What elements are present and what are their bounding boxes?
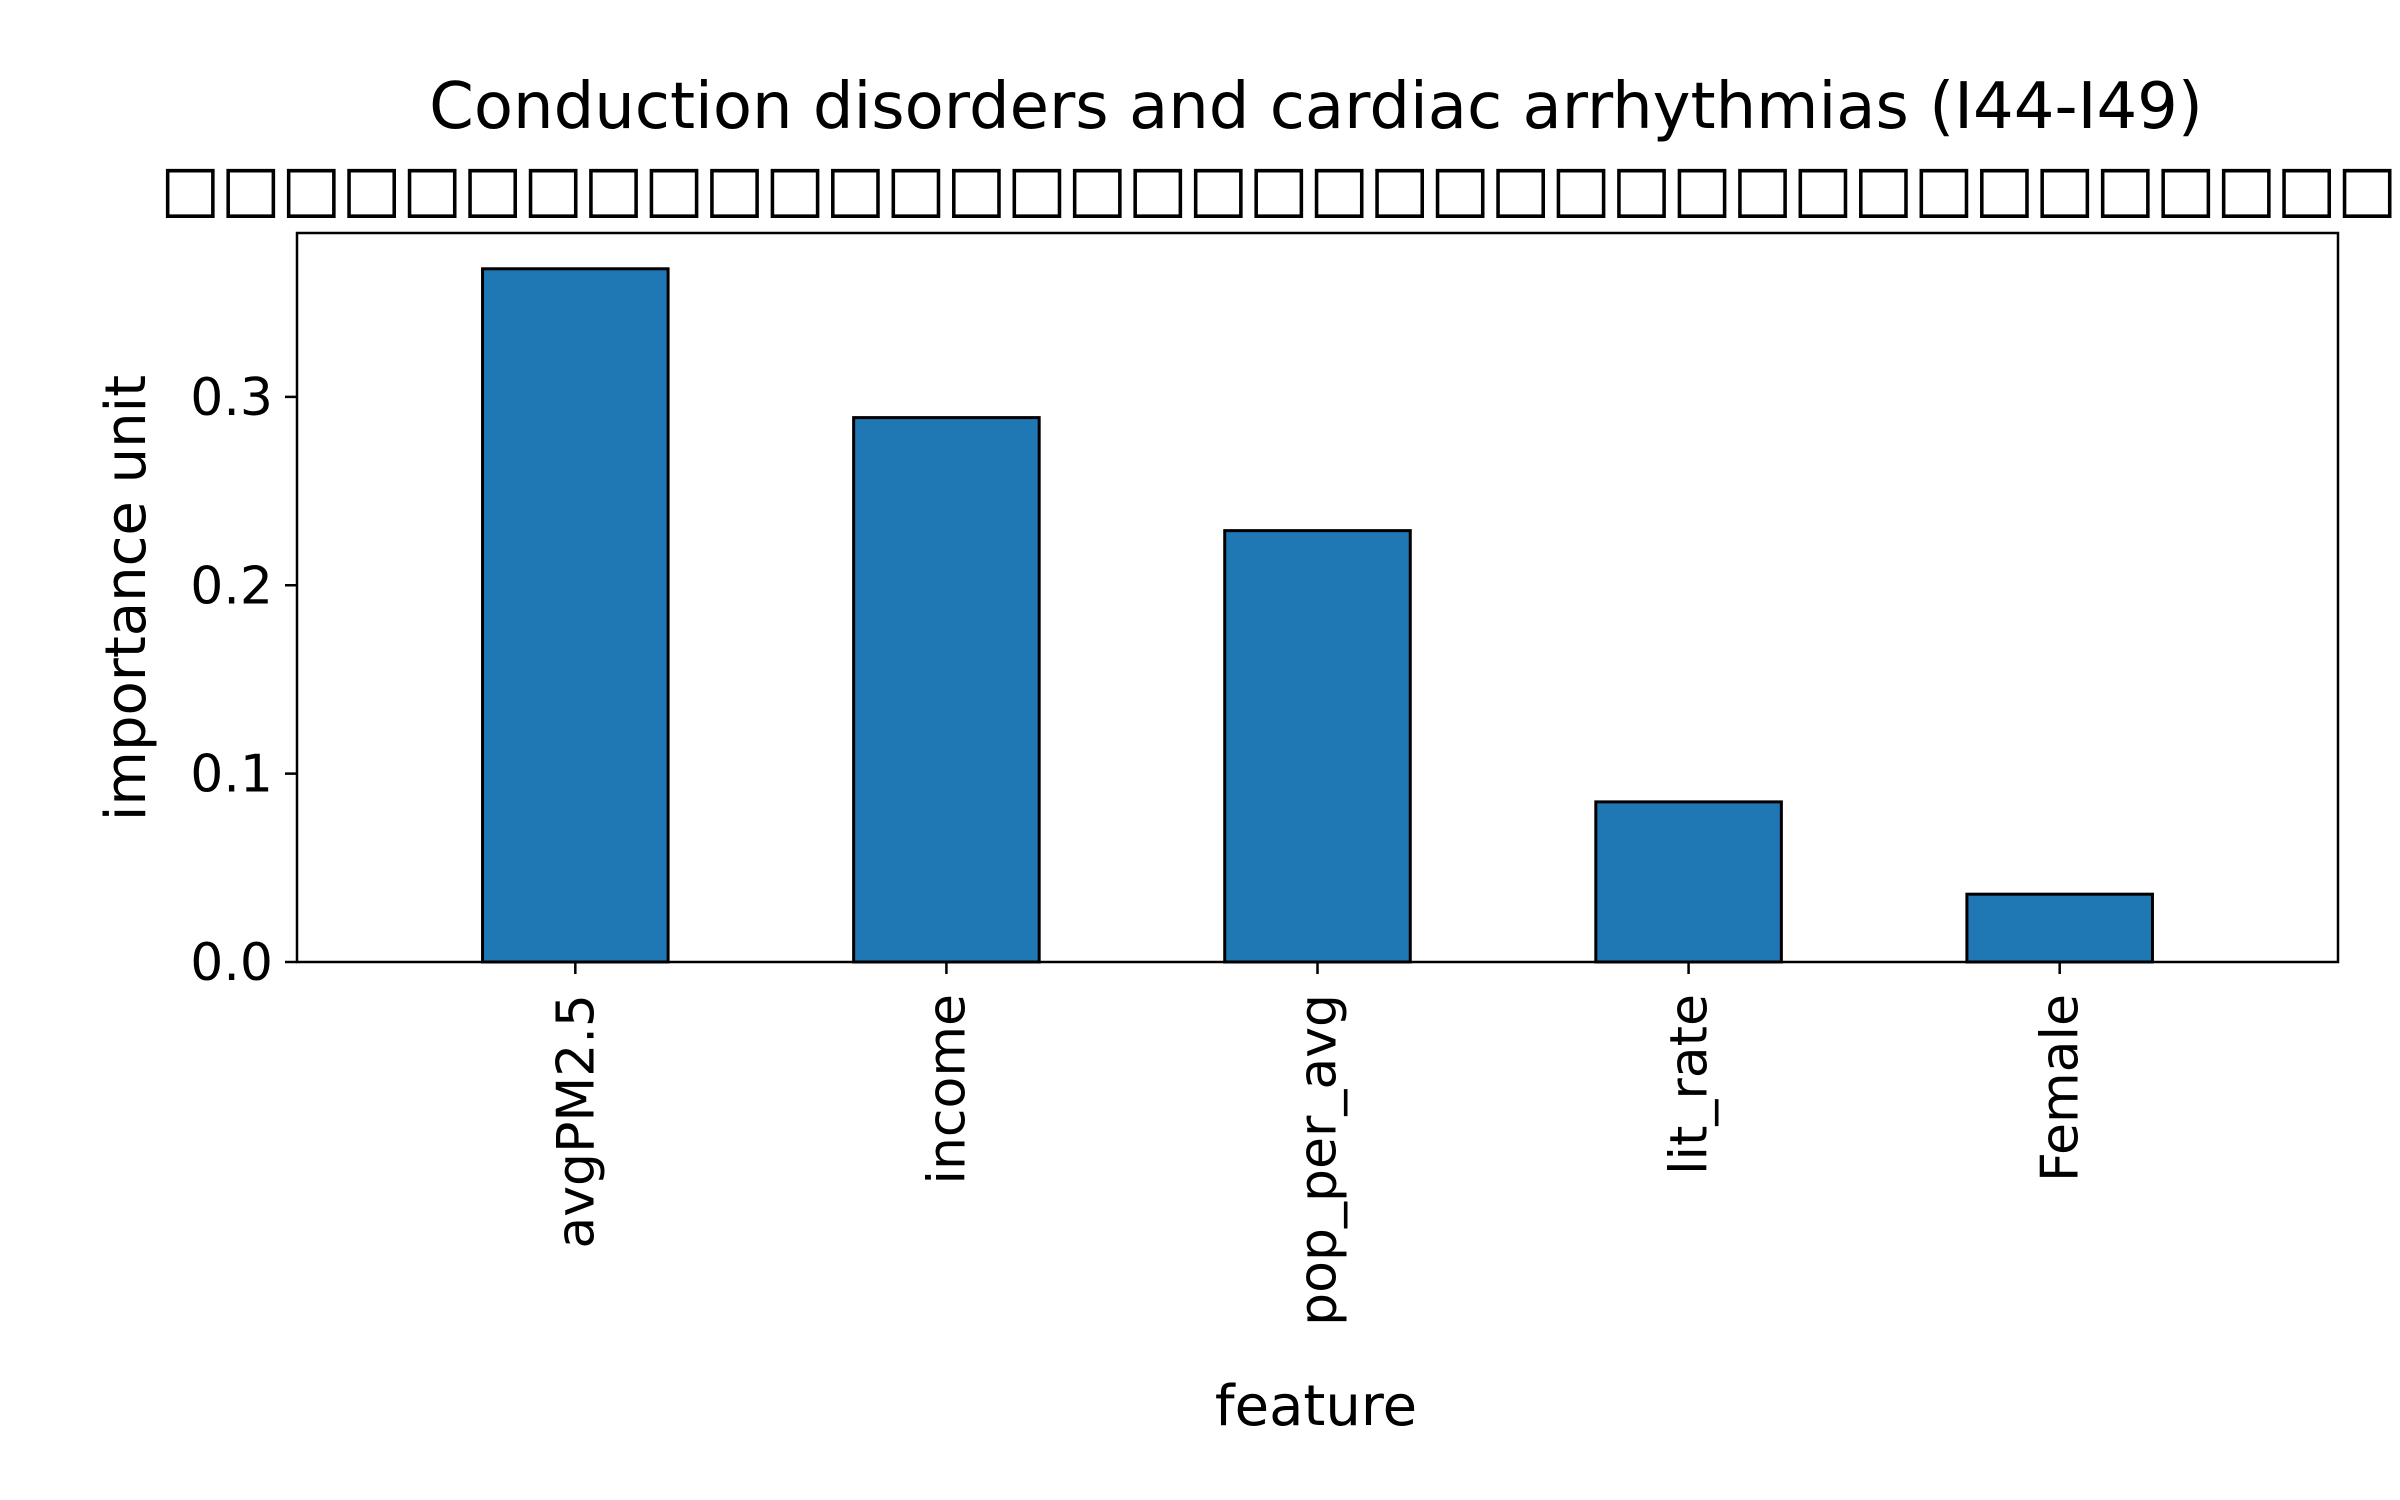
- x-axis-label: feature: [1215, 1374, 1417, 1439]
- x-tick-label: lit_rate: [1660, 994, 1720, 1175]
- plot-area: avgPM2.5 income pop_per_avg lit_rate Female 0…: [190, 231, 2340, 1326]
- y-axis-label: importance unit: [94, 375, 159, 821]
- chart-title: Conduction disorders and cardiac arrhyth…: [429, 70, 2203, 144]
- bar-avgpm2-5: [481, 267, 670, 964]
- plot-frame: [295, 231, 2340, 964]
- y-tick-label: 0.1: [190, 745, 273, 805]
- bar-income: [852, 416, 1041, 964]
- x-tick-label: Female: [2031, 994, 2091, 1182]
- x-tick-label: avgPM2.5: [546, 994, 606, 1249]
- x-tick-label: pop_per_avg: [1289, 994, 1349, 1326]
- bar-female: [1965, 892, 2154, 964]
- y-tick-label: 0.2: [190, 556, 273, 616]
- bar-lit-rate: [1594, 800, 1783, 964]
- bar-pop-per-avg: [1223, 529, 1412, 964]
- y-tick-label: 0.3: [190, 368, 273, 428]
- x-tick-label: income: [917, 994, 977, 1184]
- chart-subtitle: □□□□□□□□□□□□□□□□□□□□□□□□□□□□□□□□□□□□□□□□…: [160, 152, 2400, 226]
- y-tick-label: 0.0: [190, 933, 273, 993]
